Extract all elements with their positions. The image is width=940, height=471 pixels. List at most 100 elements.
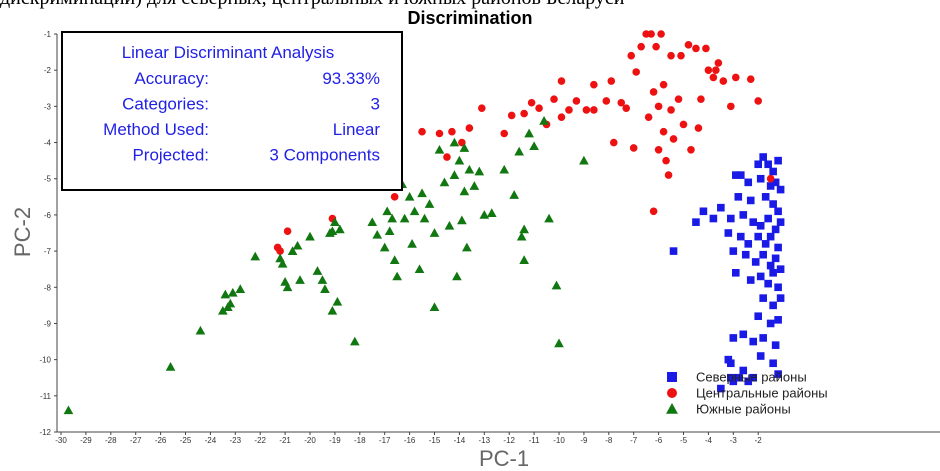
data-point [754, 232, 762, 241]
x-tick-label: -3 [730, 436, 738, 445]
x-tick-label: -24 [205, 436, 217, 445]
data-point [435, 129, 444, 138]
data-point [652, 42, 660, 51]
data-point [295, 275, 305, 284]
data-point [465, 124, 474, 132]
data-point [719, 77, 728, 85]
data-point [774, 283, 782, 292]
data-points-group [63, 30, 785, 415]
data-point [392, 271, 402, 281]
data-point [687, 145, 695, 154]
data-point [507, 111, 516, 120]
data-point [500, 129, 509, 138]
data-point [649, 207, 658, 216]
data-point [749, 218, 758, 226]
data-point [746, 75, 755, 84]
data-point [582, 106, 591, 114]
data-point [418, 127, 426, 136]
data-point [609, 138, 618, 147]
y-tick-label: -4 [44, 139, 52, 148]
data-point [335, 224, 345, 234]
data-point [679, 120, 688, 129]
data-point [734, 193, 743, 201]
data-point [443, 153, 451, 161]
data-point [669, 247, 678, 255]
data-point [657, 30, 665, 38]
x-tick-label: -23 [230, 436, 242, 445]
data-point [731, 269, 740, 277]
y-tick-label: -11 [40, 392, 52, 401]
data-point [717, 203, 725, 212]
data-point [424, 199, 435, 208]
data-point [724, 229, 733, 237]
data-point [727, 214, 735, 223]
data-point [524, 128, 534, 138]
data-point [769, 167, 777, 176]
data-point [474, 166, 485, 176]
legend-item: Южные районы [666, 402, 791, 417]
data-point [694, 124, 703, 132]
series-triangle [63, 116, 589, 415]
data-point [739, 366, 748, 375]
data-point [674, 95, 683, 103]
x-tick-label: -21 [279, 436, 291, 445]
data-point [692, 44, 700, 53]
data-point [462, 242, 472, 252]
info-row-value: 3 [371, 95, 380, 114]
data-point [330, 217, 340, 227]
data-point [407, 239, 417, 248]
data-point [684, 41, 693, 49]
data-point [649, 88, 658, 96]
data-point [769, 269, 777, 277]
data-point [669, 135, 678, 143]
data-point [774, 243, 782, 252]
data-point [734, 373, 743, 382]
x-tick-label: -7 [630, 436, 638, 445]
data-point [761, 240, 770, 248]
data-point [766, 174, 775, 183]
data-point [367, 217, 378, 227]
data-point [565, 106, 573, 114]
y-tick-label: -12 [39, 428, 51, 437]
x-tick-label: -20 [304, 436, 316, 445]
data-point [759, 334, 767, 342]
data-point [572, 97, 581, 105]
data-point [727, 102, 735, 111]
data-point [776, 265, 785, 273]
data-point [459, 143, 470, 152]
data-point [754, 97, 762, 105]
legend-marker-circle [667, 388, 677, 398]
data-point [749, 337, 758, 346]
data-point [637, 42, 645, 51]
info-box-title: Linear Discriminant Analysis [122, 43, 335, 62]
data-point [327, 226, 338, 236]
x-tick-label: -11 [529, 436, 541, 445]
x-axis-title: PC-1 [479, 446, 529, 471]
data-point [749, 373, 758, 382]
data-point [741, 250, 750, 259]
info-box-frame [61, 31, 403, 191]
data-point [622, 104, 631, 112]
data-point [629, 144, 638, 152]
data-point [539, 116, 549, 125]
data-point [409, 206, 420, 216]
info-box: Linear Discriminant Analysis Accuracy: 93… [61, 31, 403, 191]
data-point [499, 164, 510, 174]
legend-marker-square [667, 372, 677, 382]
data-point [63, 405, 74, 415]
data-point [457, 215, 467, 225]
data-point [664, 171, 673, 179]
data-point [729, 334, 738, 342]
y-tick-label: -2 [44, 66, 52, 75]
data-point [520, 109, 528, 118]
data-point [766, 319, 775, 328]
data-point [774, 156, 782, 165]
data-point [544, 213, 554, 223]
data-point [766, 261, 775, 270]
data-point [769, 200, 777, 208]
data-point [729, 377, 738, 386]
data-point [449, 170, 460, 179]
data-point [550, 95, 558, 103]
y-tick-label: -1 [44, 30, 52, 39]
